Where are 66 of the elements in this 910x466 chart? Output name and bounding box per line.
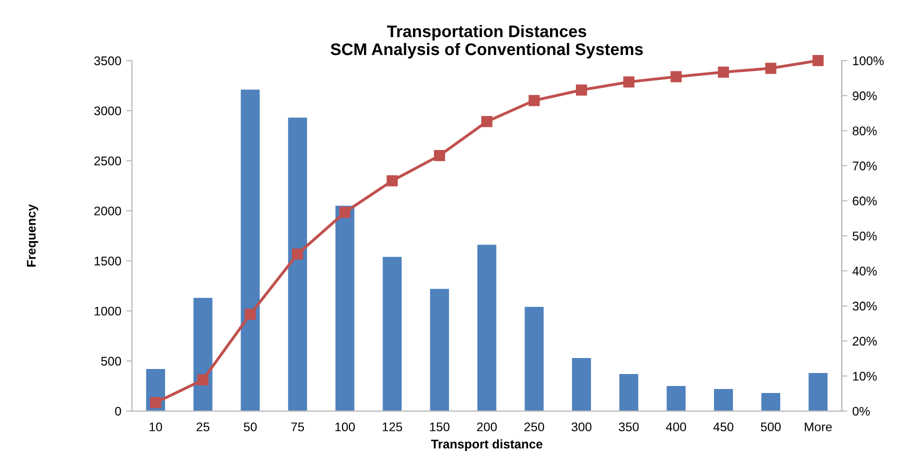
x-tick-label: 125: [382, 422, 402, 432]
y-tick-label: 1000: [94, 306, 122, 316]
x-tick-label: More: [804, 422, 832, 432]
y2-tick-label: 10%: [853, 372, 877, 381]
point: [197, 374, 208, 386]
bar: [382, 256, 402, 412]
bar: [240, 90, 260, 412]
y2-tick-label: 50%: [852, 232, 877, 240]
point: [765, 62, 776, 74]
x-tick-label: 250: [524, 422, 544, 432]
x-tick-label: 300: [572, 422, 592, 432]
x-tick-label: 500: [760, 422, 781, 432]
bar: [619, 374, 638, 412]
bar: [572, 358, 591, 412]
x-axis-title: Transport distance: [431, 439, 542, 451]
point: [434, 150, 446, 162]
bar: [524, 306, 544, 412]
y-axis-title: Frequency: [26, 204, 38, 267]
y2-tick-label: 100%: [853, 56, 884, 66]
point: [481, 116, 492, 128]
point: [528, 94, 540, 106]
y2-tick-label: 60%: [852, 196, 877, 206]
y2-tick-label: 40%: [852, 266, 877, 276]
point: [718, 66, 730, 78]
bar: [430, 288, 449, 412]
point: [150, 397, 162, 408]
bar: [193, 298, 212, 412]
y-tick-label: 2000: [94, 206, 122, 216]
bar: [288, 118, 308, 412]
y2-tick-label: 30%: [852, 302, 877, 311]
x-tick-label: 75: [291, 422, 304, 432]
x-tick-label: 450: [713, 422, 734, 432]
y-tick-label: 1500: [94, 256, 122, 266]
point: [670, 71, 682, 82]
point: [339, 206, 350, 218]
y2-tick-label: 20%: [852, 336, 877, 346]
bar: [477, 244, 496, 412]
bar: [761, 392, 780, 412]
x-tick-label: 400: [666, 422, 686, 432]
x-tick-label: 200: [477, 422, 497, 432]
point: [386, 175, 398, 186]
y-tick-label: 3000: [94, 106, 122, 116]
y2-tick-label: 0%: [852, 406, 870, 416]
y2-tick-label: 90%: [852, 91, 877, 100]
y2-tick-label: 80%: [852, 126, 877, 136]
x-tick-label: 25: [196, 422, 210, 432]
x-tick-label: 50: [244, 422, 257, 432]
y-tick-label: 3500: [94, 56, 122, 66]
y2-tick-label: 70%: [852, 162, 877, 170]
chart-title: Transportation Distances SCM Analysis of Conventional Systems: [330, 24, 643, 58]
point: [292, 248, 304, 260]
point: [244, 308, 256, 320]
x-tick-label: 150: [430, 422, 450, 432]
point: [576, 84, 588, 96]
bar: [714, 388, 733, 412]
bar: [808, 372, 828, 412]
y-tick-label: 500: [101, 356, 122, 366]
x-tick-label: 350: [618, 422, 639, 432]
point: [623, 76, 634, 88]
bar: [666, 386, 686, 412]
x-tick-label: 100: [335, 422, 355, 432]
y-tick-label: 0: [115, 406, 122, 416]
point: [812, 55, 824, 66]
bar: [335, 206, 354, 412]
x-tick-label: 10: [150, 422, 162, 432]
y-tick-label: 2500: [94, 156, 122, 166]
